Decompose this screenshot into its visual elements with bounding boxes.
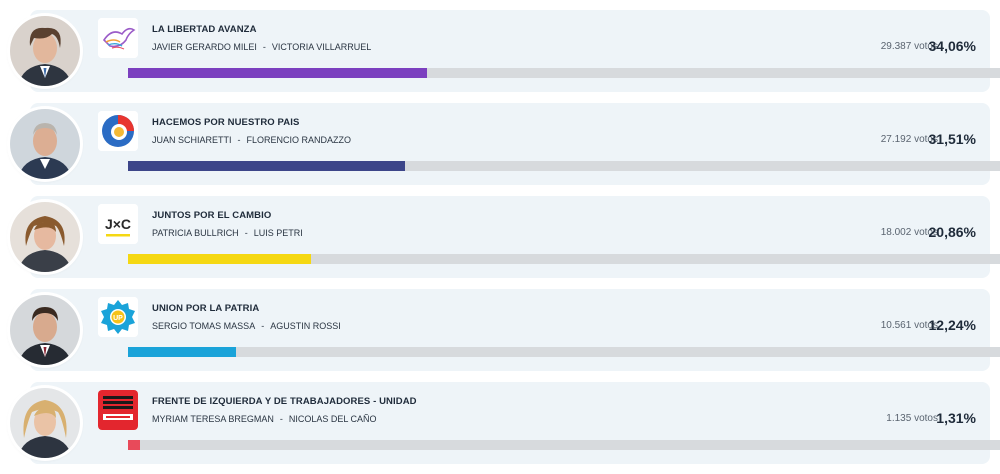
vote-bar-fill: [128, 68, 428, 78]
vote-bar-track: [128, 347, 1000, 357]
candidate-president: PATRICIA BULLRICH: [152, 228, 239, 238]
jxc-logo-icon: J×C: [98, 204, 138, 244]
result-card: [30, 196, 1000, 278]
vote-bar-fill: [128, 161, 405, 171]
vote-bar-track: [128, 254, 1000, 264]
vote-percentage: 31,51%: [928, 131, 976, 147]
candidate-portrait-icon: [10, 388, 80, 458]
result-row-hacemos-por-nuestro-pais[interactable]: HACEMOS POR NUESTRO PAIS JUAN SCHIARETTI…: [0, 103, 1000, 195]
party-name: JUNTOS POR EL CAMBIO: [152, 210, 272, 221]
svg-text:UP: UP: [113, 315, 123, 322]
vote-bar-fill: [128, 440, 140, 450]
candidate-portrait-icon: [10, 295, 80, 365]
vote-percentage: 12,24%: [928, 317, 976, 333]
vote-count: 18.002 votos: [880, 227, 938, 238]
candidate-president: JUAN SCHIARETTI: [152, 135, 232, 145]
candidate-avatar: [10, 388, 80, 458]
result-row-union-por-la-patria[interactable]: UP UNION POR LA PATRIA SERGIO TOMAS MASS…: [0, 289, 1000, 381]
vote-bar-track: [128, 68, 1000, 78]
result-row-la-libertad-avanza[interactable]: LA LIBERTAD AVANZA JAVIER GERARDO MILEI -…: [0, 10, 1000, 102]
vote-count: 27.192 votos: [880, 134, 938, 145]
vote-bar-fill: [128, 254, 312, 264]
svg-text:J×C: J×C: [105, 216, 131, 232]
candidate-vice: VICTORIA VILLARRUEL: [271, 42, 372, 52]
candidate-names: JUAN SCHIARETTI - FLORENCIO RANDAZZO: [152, 135, 352, 145]
candidate-names: PATRICIA BULLRICH - LUIS PETRI: [152, 228, 303, 238]
candidate-president: JAVIER GERARDO MILEI: [152, 42, 257, 52]
dove-logo-icon: [98, 18, 138, 58]
candidate-portrait-icon: [10, 16, 80, 86]
vote-bar-track: [128, 161, 1000, 171]
result-card: [30, 103, 1000, 185]
fit-logo-icon: [98, 390, 138, 430]
candidate-names: JAVIER GERARDO MILEI - VICTORIA VILLARRUEL: [152, 42, 372, 52]
sun-badge-logo-icon: UP: [98, 297, 138, 337]
candidate-avatar: [10, 295, 80, 365]
result-card: [30, 289, 1000, 371]
candidate-vice: FLORENCIO RANDAZZO: [246, 135, 352, 145]
vote-percentage: 20,86%: [928, 224, 976, 240]
result-card: [30, 10, 1000, 92]
candidate-vice: LUIS PETRI: [253, 228, 303, 238]
party-name: HACEMOS POR NUESTRO PAIS: [152, 117, 300, 128]
candidate-portrait-icon: [10, 202, 80, 272]
party-name: FRENTE DE IZQUIERDA Y DE TRABAJADORES - …: [152, 396, 417, 407]
candidate-vice: AGUSTIN ROSSI: [270, 321, 341, 331]
candidate-portrait-icon: [10, 109, 80, 179]
result-row-frente-de-izquierda[interactable]: FRENTE DE IZQUIERDA Y DE TRABAJADORES - …: [0, 382, 1000, 474]
vote-bar-fill: [128, 347, 236, 357]
vote-percentage: 1,31%: [936, 410, 976, 426]
candidate-avatar: [10, 109, 80, 179]
vote-count: 29.387 votos: [880, 41, 938, 52]
candidate-president: MYRIAM TERESA BREGMAN: [152, 414, 274, 424]
result-card: [30, 382, 1000, 464]
party-name: UNION POR LA PATRIA: [152, 303, 260, 314]
candidate-names: SERGIO TOMAS MASSA - AGUSTIN ROSSI: [152, 321, 341, 331]
party-name: LA LIBERTAD AVANZA: [152, 24, 257, 35]
vote-percentage: 34,06%: [928, 38, 976, 54]
candidate-avatar: [10, 16, 80, 86]
vote-count: 1.135 votos: [886, 413, 938, 424]
candidate-vice: NICOLAS DEL CAÑO: [288, 414, 377, 424]
sun-circle-logo-icon: [98, 111, 138, 151]
candidate-president: SERGIO TOMAS MASSA: [152, 321, 256, 331]
candidate-names: MYRIAM TERESA BREGMAN - NICOLAS DEL CAÑO: [152, 414, 377, 424]
result-row-juntos-por-el-cambio[interactable]: J×C JUNTOS POR EL CAMBIO PATRICIA BULLRI…: [0, 196, 1000, 288]
vote-bar-track: [128, 440, 1000, 450]
vote-count: 10.561 votos: [880, 320, 938, 331]
candidate-avatar: [10, 202, 80, 272]
